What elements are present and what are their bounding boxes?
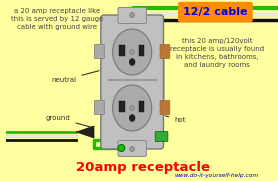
Bar	[120, 101, 125, 112]
Ellipse shape	[129, 115, 135, 121]
Text: www.do-it-yourself-help.com: www.do-it-yourself-help.com	[174, 174, 258, 178]
Text: neutral: neutral	[51, 71, 99, 83]
FancyBboxPatch shape	[160, 45, 170, 58]
Ellipse shape	[129, 58, 135, 66]
Ellipse shape	[130, 12, 135, 18]
Text: hot: hot	[165, 116, 186, 123]
Bar	[139, 101, 144, 112]
FancyBboxPatch shape	[155, 132, 168, 142]
Text: 20amp receptacle: 20amp receptacle	[76, 161, 210, 174]
FancyBboxPatch shape	[118, 140, 146, 157]
Bar	[139, 45, 144, 56]
FancyBboxPatch shape	[160, 100, 170, 115]
Ellipse shape	[130, 106, 135, 110]
Bar	[120, 45, 125, 56]
Text: a 20 amp receptacle like
this is served by 12 gauge
cable with ground wire: a 20 amp receptacle like this is served …	[11, 8, 103, 30]
Ellipse shape	[130, 146, 135, 151]
Ellipse shape	[113, 85, 152, 131]
FancyBboxPatch shape	[179, 3, 252, 22]
Text: 12/2 cable: 12/2 cable	[183, 7, 248, 17]
Polygon shape	[76, 126, 94, 138]
FancyBboxPatch shape	[95, 45, 104, 58]
FancyBboxPatch shape	[95, 100, 104, 115]
Ellipse shape	[130, 49, 135, 54]
Text: ground: ground	[46, 115, 91, 127]
Text: this 20 amp/120volt
receptacle is usually found
in kitchens, bathrooms,
and laun: this 20 amp/120volt receptacle is usuall…	[170, 38, 264, 68]
Ellipse shape	[113, 29, 152, 75]
Ellipse shape	[118, 144, 125, 151]
FancyBboxPatch shape	[101, 15, 163, 149]
FancyBboxPatch shape	[118, 7, 146, 24]
